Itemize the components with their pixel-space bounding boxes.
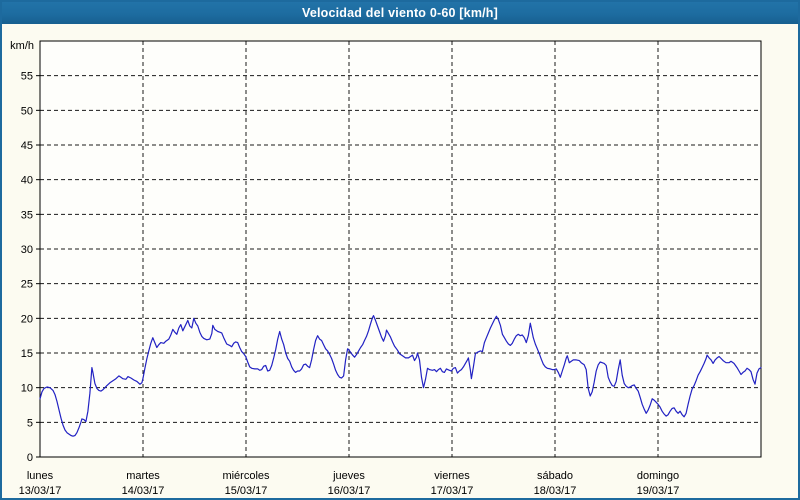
y-axis-tick-label: 5 bbox=[27, 417, 33, 429]
wind-speed-line-chart: 0 5 10 15 20 25 30 35 40 45 50 55 km/h lunes 13/03/17 m… bbox=[10, 40, 762, 497]
x-axis-date-label: 14/03/17 bbox=[122, 485, 165, 497]
y-axis-tick-label: 50 bbox=[21, 105, 33, 117]
x-axis-day-label: jueves bbox=[332, 470, 365, 482]
x-axis-day-label: miércoles bbox=[222, 470, 270, 482]
x-axis-date-label: 13/03/17 bbox=[19, 485, 62, 497]
y-axis-tick-label: 15 bbox=[21, 348, 33, 360]
y-axis-tick-label: 35 bbox=[21, 209, 33, 221]
y-axis-tick-label: 30 bbox=[21, 244, 33, 256]
x-axis-day-label: martes bbox=[126, 470, 160, 482]
x-axis-day-label: sábado bbox=[537, 470, 573, 482]
x-axis-date-label: 18/03/17 bbox=[534, 485, 577, 497]
x-axis-date-label: 15/03/17 bbox=[225, 485, 268, 497]
x-axis-day-label: domingo bbox=[637, 470, 679, 482]
y-axis-tick-label: 0 bbox=[27, 452, 33, 464]
chart-title-bar: Velocidad del viento 0-60 [km/h] bbox=[2, 2, 798, 24]
chart-area: 0 5 10 15 20 25 30 35 40 45 50 55 km/h lunes 13/03/17 m… bbox=[2, 24, 798, 498]
wind-speed-series-line bbox=[39, 315, 762, 437]
y-axis-tick-label: 45 bbox=[21, 140, 33, 152]
x-axis-date-label: 17/03/17 bbox=[431, 485, 474, 497]
y-axis-tick-label: 40 bbox=[21, 175, 33, 187]
y-axis-tick-label: 10 bbox=[21, 383, 33, 395]
y-axis-tick-label: 20 bbox=[21, 313, 33, 325]
plot-border bbox=[39, 40, 762, 458]
y-axis-unit-label: km/h bbox=[10, 40, 34, 52]
y-axis-tick-label: 25 bbox=[21, 279, 33, 291]
chart-title: Velocidad del viento 0-60 [km/h] bbox=[301, 6, 499, 20]
x-axis-day-label: lunes bbox=[27, 470, 54, 482]
y-axis-tick-label: 55 bbox=[21, 71, 33, 83]
x-axis-day-label: viernes bbox=[434, 470, 470, 482]
x-axis-date-label: 19/03/17 bbox=[637, 485, 680, 497]
x-axis-date-label: 16/03/17 bbox=[328, 485, 371, 497]
